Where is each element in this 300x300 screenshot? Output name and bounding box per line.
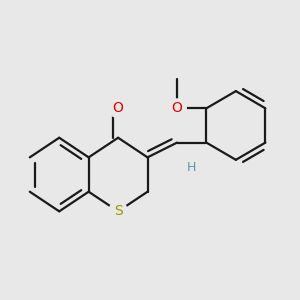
Circle shape [168,99,186,118]
Text: O: O [172,101,182,115]
Circle shape [109,99,128,118]
Circle shape [182,158,201,176]
Text: O: O [113,101,124,115]
Text: S: S [114,204,122,218]
Circle shape [109,202,128,221]
Text: H: H [187,161,196,174]
